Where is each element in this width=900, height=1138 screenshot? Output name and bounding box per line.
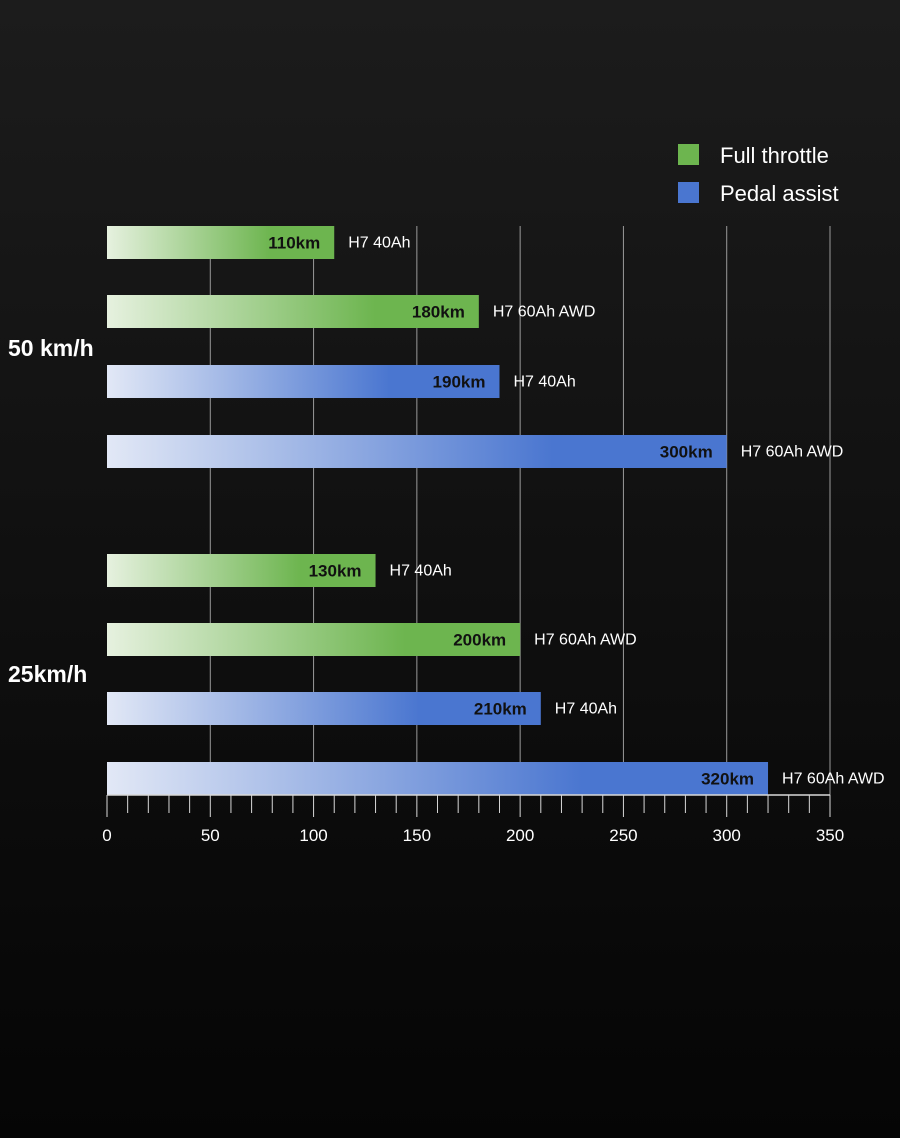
bar-pedal (107, 762, 769, 795)
bars: 110km H7 40Ah 180km H7 60Ah AWD 190km H7 40Ah… (107, 226, 885, 795)
bar-pedal (107, 365, 500, 398)
x-tick-label: 50 (201, 826, 220, 845)
bar-value-label: 180km (412, 303, 465, 322)
group-label: 50 km/h (8, 335, 94, 361)
legend-label-full: Full throttle (720, 143, 829, 168)
bar-pedal (107, 435, 727, 468)
legend-swatch-full (678, 144, 699, 165)
bar-pedal (107, 692, 541, 725)
bar-full (107, 554, 376, 587)
bar-model-label: H7 60Ah AWD (493, 304, 596, 321)
bar-value-label: 130km (309, 562, 362, 581)
bar-model-label: H7 40Ah (555, 701, 617, 718)
x-tick-label: 200 (506, 826, 534, 845)
x-tick-label: 300 (713, 826, 741, 845)
bar-value-label: 190km (433, 373, 486, 392)
bar-model-label: H7 60Ah AWD (741, 444, 844, 461)
legend-swatch-pedal (678, 182, 699, 203)
legend-label-pedal: Pedal assist (720, 181, 839, 206)
group-label: 25km/h (8, 661, 87, 687)
x-tick-label: 350 (816, 826, 844, 845)
bar-model-label: H7 40Ah (513, 374, 575, 391)
bar-value-label: 210km (474, 700, 527, 719)
bar-model-label: H7 40Ah (390, 563, 452, 580)
bar-value-label: 110km (268, 234, 320, 253)
bar-full (107, 226, 335, 259)
bar-full (107, 623, 521, 656)
x-tick-label: 250 (609, 826, 637, 845)
x-tick-label: 150 (403, 826, 431, 845)
x-tick-label: 0 (102, 826, 111, 845)
bar-value-label: 200km (453, 631, 506, 650)
x-axis: 0 50 100 150 200 250 300 350 (102, 794, 844, 845)
bar-model-label: H7 60Ah AWD (534, 632, 637, 649)
legend: Full throttle Pedal assist (678, 143, 839, 206)
bar-value-label: 320km (701, 770, 754, 789)
bar-value-label: 300km (660, 443, 713, 462)
x-tick-label: 100 (299, 826, 327, 845)
bar-model-label: H7 60Ah AWD (782, 771, 885, 788)
bar-model-label: H7 40Ah (348, 235, 410, 252)
group-labels: 50 km/h 25km/h (8, 335, 94, 687)
bar-full (107, 295, 479, 328)
